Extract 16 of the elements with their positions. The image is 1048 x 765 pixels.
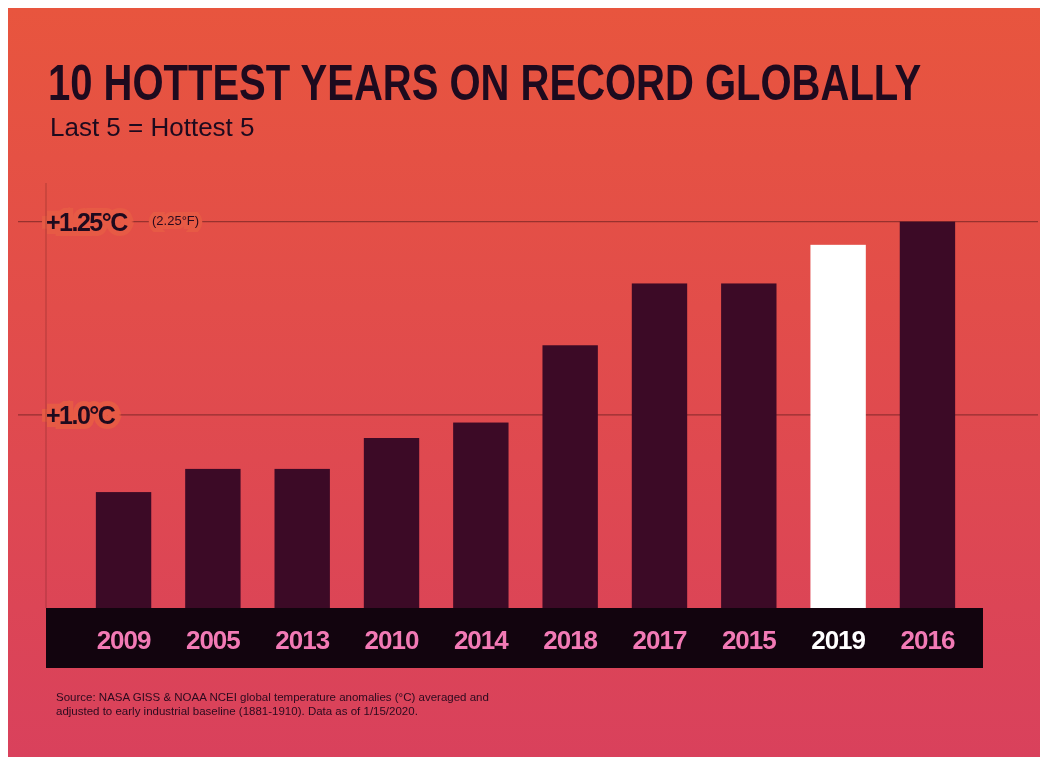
x-tick-label: 2014 [453, 625, 510, 655]
x-tick-label: 2016 [900, 625, 955, 655]
x-tick-label: 2017 [632, 625, 687, 655]
x-tick-label: 2013 [275, 625, 330, 655]
x-tick-label: 2010 [364, 625, 419, 655]
x-tick-label: 2019 [811, 625, 866, 655]
chart-title: 10 HOTTEST YEARS ON RECORD GLOBALLY [48, 54, 922, 112]
y-tick-label: +1.0°C [46, 400, 116, 429]
x-tick-label: 2005 [185, 625, 241, 655]
annotation: (2.25°F) [152, 212, 200, 228]
x-tick-label: 2009 [96, 625, 152, 655]
chart-subtitle: Last 5 = Hottest 5 [50, 112, 255, 142]
x-tick-label: 2018 [543, 625, 598, 655]
y-tick-label: +1.25°C [46, 207, 129, 236]
source-note: Source: NASA GISS & NOAA NCEI global temperature anomalies (°C) averaged and adjusted to early industrial baseline (1881-1910). Data as of 1/15/2020. [56, 691, 489, 717]
x-tick-label: 2015 [721, 625, 777, 655]
